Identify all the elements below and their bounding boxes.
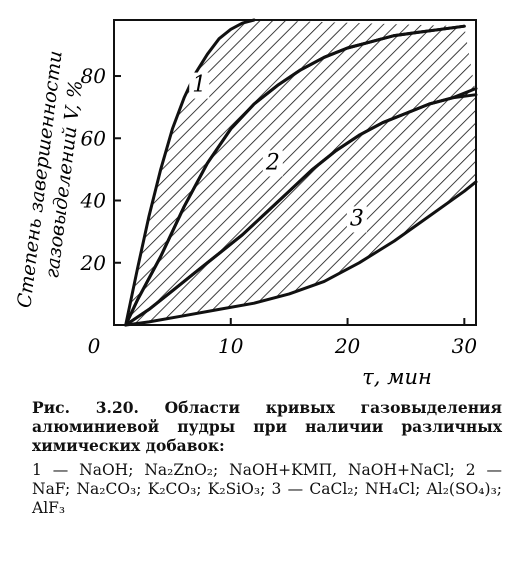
plot-area: 0 10 20 30 20 40 60 80 1 2 3: [80, 18, 478, 358]
caption-legend: 1 — NaOH; Na₂ZnO₂; NaOH+KMП, NaOH+NaCl; …: [32, 461, 502, 517]
series-label-bg: [262, 150, 283, 177]
y-ticks: 20 40 60 80: [80, 64, 121, 275]
x-tick-label: 30: [452, 334, 478, 358]
plot-frame: [113, 19, 477, 326]
series-label-2: 2: [265, 150, 280, 175]
x-tick-label: 20: [334, 334, 361, 358]
band-2-upper-curve: [124, 24, 466, 327]
band-3-upper-curve: [124, 87, 478, 327]
x-axis-label: τ, мин: [362, 365, 432, 389]
x-tick-label: 10: [218, 334, 244, 358]
bands-layer: [125, 20, 476, 325]
figure-caption: Рис. 3.20. Области кривых газовыделения …: [32, 398, 502, 518]
x-ticks: 0 10 20 30: [88, 318, 478, 358]
y-tick-label: 20: [80, 251, 107, 275]
series-labels: 1 2 3: [189, 72, 367, 233]
caption-title: Рис. 3.20. Области кривых газовыделения …: [32, 398, 502, 455]
band-2: [125, 26, 476, 325]
y-tick-label: 80: [81, 64, 107, 88]
series-label-bg: [346, 206, 367, 233]
x-tick-label: 0: [88, 334, 101, 358]
series-label-1: 1: [192, 73, 206, 98]
band-3: [125, 88, 476, 325]
band-1: [125, 20, 465, 325]
y-tick-label: 60: [81, 126, 107, 150]
series-label-3: 3: [350, 206, 364, 231]
series-label-bg: [189, 72, 210, 99]
band-3-lower-curve: [124, 180, 478, 327]
curves-layer: [124, 18, 478, 327]
y-tick-label: 40: [80, 189, 107, 213]
